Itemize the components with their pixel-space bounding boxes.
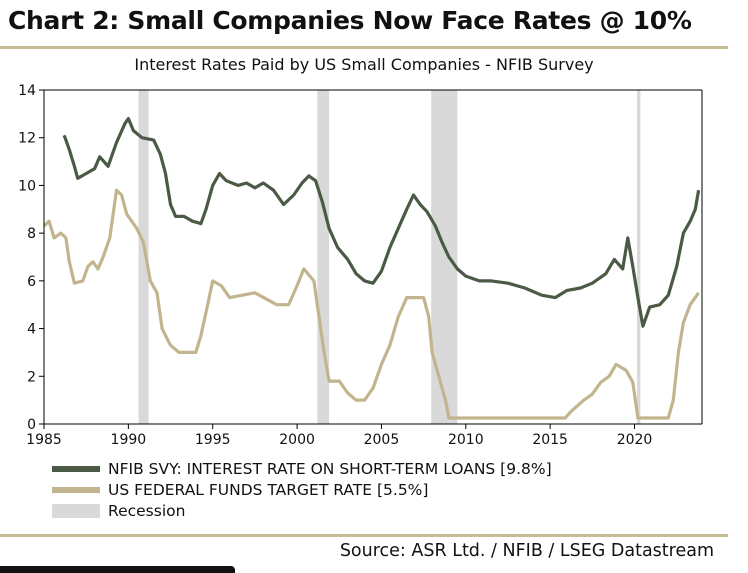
series-line-0	[62, 116, 701, 328]
y-tick-label-14: 14	[18, 83, 36, 99]
recession-band-3	[637, 90, 641, 424]
y-tick-label-4: 4	[27, 322, 36, 338]
legend-swatch-fedfunds	[52, 486, 100, 493]
legend-item-fedfunds: US FEDERAL FUNDS TARGET RATE [5.5%]	[52, 479, 552, 500]
y-tick-label-10: 10	[18, 178, 36, 194]
chart-title: Chart 2: Small Companies Now Face Rates …	[8, 6, 692, 35]
source-note: Source: ASR Ltd. / NFIB / LSEG Datastrea…	[339, 541, 714, 561]
recession-band-0	[138, 90, 149, 424]
x-tick-label-2005: 2005	[364, 432, 400, 448]
legend-item-nfib: NFIB SVY: INTEREST RATE ON SHORT-TERM LO…	[52, 458, 552, 479]
x-tick-label-2015: 2015	[532, 432, 568, 448]
legend-item-recession: Recession	[52, 500, 552, 521]
series-line-1	[42, 188, 700, 420]
recession-band-2	[431, 90, 458, 424]
chart-subtitle: Interest Rates Paid by US Small Companie…	[134, 55, 594, 74]
legend-swatch-recession	[52, 503, 100, 518]
x-tick-label-1985: 1985	[26, 432, 62, 448]
line-chart: 0 2 4 6 8 10 12 14 1985 1990 1995 2000 2005 2010 2015 2…	[18, 83, 703, 448]
y-tick-label-6: 6	[27, 274, 36, 290]
y-tick-label-2: 2	[27, 369, 36, 385]
legend-swatch-nfib	[52, 465, 100, 472]
recession-band-1	[317, 90, 330, 424]
y-tick-label-12: 12	[18, 131, 36, 147]
source-rule	[0, 534, 728, 537]
x-tick-label-2020: 2020	[617, 432, 653, 448]
y-tick-label-8: 8	[27, 226, 36, 242]
title-rule	[0, 46, 728, 49]
legend: NFIB SVY: INTEREST RATE ON SHORT-TERM LO…	[52, 458, 552, 521]
y-tick-label-0: 0	[27, 417, 36, 433]
x-tick-label-2010: 2010	[448, 432, 484, 448]
x-tick-label-1995: 1995	[195, 432, 231, 448]
bottom-bar	[0, 566, 235, 573]
x-tick-label-2000: 2000	[279, 432, 315, 448]
legend-label-fedfunds: US FEDERAL FUNDS TARGET RATE [5.5%]	[108, 480, 429, 499]
x-tick-label-1990: 1990	[111, 432, 147, 448]
legend-label-recession: Recession	[108, 501, 186, 520]
legend-label-nfib: NFIB SVY: INTEREST RATE ON SHORT-TERM LO…	[108, 459, 552, 478]
